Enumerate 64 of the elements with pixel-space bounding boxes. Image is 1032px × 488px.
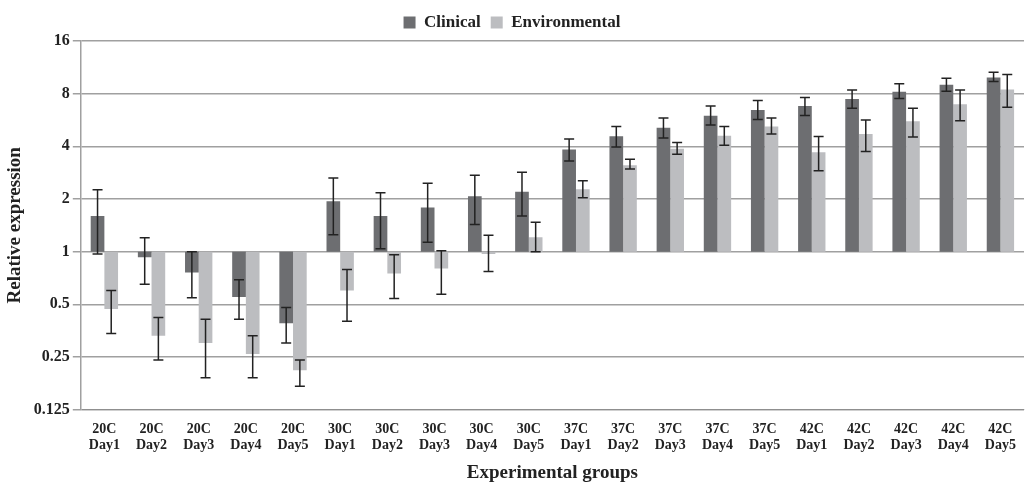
bar [892, 91, 907, 252]
y-tick-label: 4 [61, 136, 70, 154]
bar [245, 251, 260, 354]
x-tick-label: 30C Day4 [466, 420, 498, 453]
y-tick-label: 16 [53, 31, 70, 49]
bar [232, 251, 246, 298]
x-tick-label: 42C Day2 [843, 420, 875, 453]
x-tick-label: 42C Day4 [937, 420, 969, 453]
y-tick-label: 0.5 [49, 294, 70, 312]
x-tick-label: 20C Day3 [183, 420, 215, 453]
x-tick-label: 37C Day3 [654, 420, 686, 453]
bar [906, 121, 920, 252]
bar [562, 149, 576, 252]
bar [420, 207, 435, 252]
bar [703, 115, 718, 252]
bar [279, 251, 294, 324]
y-tick-label: 0.125 [33, 399, 70, 417]
y-tick-label: 8 [61, 83, 70, 101]
bar [575, 189, 590, 252]
x-tick-label: 42C Day3 [890, 420, 922, 453]
y-tick-label: 2 [61, 189, 70, 207]
bar [104, 251, 119, 309]
x-tick-label: 20C Day4 [230, 420, 262, 453]
bar [986, 77, 1001, 252]
bar [623, 165, 637, 252]
x-tick-label: 37C Day2 [607, 420, 639, 453]
legend-label: Environmental [511, 11, 621, 31]
x-tick-label: 30C Day1 [324, 420, 356, 453]
x-tick-label: 42C Day1 [796, 420, 828, 453]
x-tick-label: 37C Day5 [749, 420, 781, 453]
x-tick-label: 30C Day3 [418, 420, 451, 453]
x-tick-label: 30C Day5 [513, 420, 545, 453]
y-axis-title: Relative expression [3, 146, 25, 304]
bar [764, 126, 779, 252]
bar [750, 110, 765, 252]
bar [670, 148, 684, 252]
x-tick-label: 20C Day1 [88, 420, 120, 453]
y-tick-label: 0.25 [41, 347, 70, 365]
bar [515, 191, 529, 252]
bar [326, 201, 341, 252]
bar [858, 134, 873, 252]
bar [198, 251, 213, 344]
x-tick-label: 20C Day2 [135, 420, 168, 453]
x-tick-label: 37C Day1 [560, 420, 592, 453]
bar [845, 98, 859, 252]
y-tick-label: 1 [61, 241, 70, 259]
bar [656, 127, 671, 252]
legend-label: Clinical [424, 11, 481, 31]
x-tick-label: 20C Day5 [277, 420, 309, 453]
bar [1000, 89, 1015, 252]
bar [798, 106, 812, 252]
bar [717, 135, 732, 252]
bar [467, 196, 482, 252]
bar [939, 84, 954, 252]
x-axis-title: Experimental groups [466, 460, 638, 482]
bar [811, 152, 826, 252]
bar [953, 104, 967, 252]
bar [609, 136, 624, 252]
bar [151, 251, 166, 336]
bar [293, 251, 307, 371]
x-tick-label: 37C Day4 [701, 420, 734, 453]
bar [340, 251, 354, 291]
x-tick-label: 42C Day5 [984, 420, 1016, 453]
x-tick-label: 30C Day2 [371, 420, 403, 453]
